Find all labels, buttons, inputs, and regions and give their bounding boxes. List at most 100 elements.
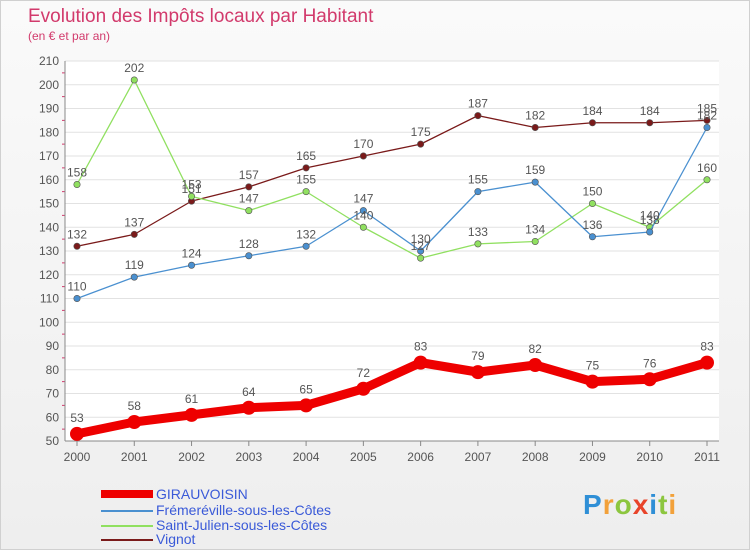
data-label: 151 xyxy=(182,182,202,196)
data-label: 170 xyxy=(353,137,373,151)
x-tick-label: 2007 xyxy=(465,450,492,464)
data-labels: 53 58 61 64 65 72 83 79 82 75 76 83 110 119 124 128 132 1… xyxy=(67,61,717,425)
data-label: 132 xyxy=(296,227,316,241)
x-tick-label: 2006 xyxy=(407,450,434,464)
data-point xyxy=(356,381,371,396)
x-tick-label: 2001 xyxy=(121,450,148,464)
data-label: 128 xyxy=(239,237,259,251)
logo-letter: t xyxy=(658,489,669,520)
data-label: 72 xyxy=(357,366,371,380)
legend-label: Vignot xyxy=(156,531,196,547)
data-point xyxy=(359,207,367,215)
data-point xyxy=(588,233,596,241)
logo-letter: P xyxy=(583,489,603,520)
data-label: 140 xyxy=(640,208,660,222)
data-point xyxy=(642,372,657,387)
logo-letter: r xyxy=(602,489,615,520)
data-label: 184 xyxy=(640,104,660,118)
data-label: 140 xyxy=(353,208,373,222)
data-label: 182 xyxy=(697,109,717,123)
proxiti-logo: Proxiti xyxy=(583,489,677,521)
y-tick-label: 140 xyxy=(39,220,59,234)
data-point xyxy=(703,116,711,124)
data-point xyxy=(245,183,253,191)
data-point xyxy=(302,164,310,172)
data-point xyxy=(417,247,425,255)
data-point xyxy=(417,254,425,262)
x-tick-label: 2003 xyxy=(235,450,262,464)
y-tick-label: 90 xyxy=(46,339,60,353)
y-tick-label: 80 xyxy=(46,363,60,377)
y-tick-label: 200 xyxy=(39,78,59,92)
data-label: 119 xyxy=(125,258,144,272)
legend-label: Frémeréville-sous-les-Côtes xyxy=(156,502,332,518)
data-label: 157 xyxy=(239,168,259,182)
data-label: 137 xyxy=(124,215,144,229)
series-line-GIRAUVOISIN xyxy=(76,358,709,439)
data-point xyxy=(245,207,253,215)
data-label: 184 xyxy=(582,104,602,118)
x-tick-label: 2009 xyxy=(579,450,606,464)
data-label: 153 xyxy=(182,177,202,191)
data-point xyxy=(417,140,425,148)
data-label: 182 xyxy=(525,109,545,123)
data-label: 150 xyxy=(582,185,602,199)
data-label: 147 xyxy=(353,192,373,206)
y-tick-label: 50 xyxy=(46,434,60,448)
data-point xyxy=(528,358,543,372)
data-label: 133 xyxy=(468,225,488,239)
data-label: 130 xyxy=(411,232,431,246)
x-tick-label: 2010 xyxy=(636,450,663,464)
logo-letter: i xyxy=(649,489,659,520)
data-point xyxy=(474,188,482,196)
data-point xyxy=(588,200,596,208)
series-layer xyxy=(70,76,714,441)
x-tick-label: 2000 xyxy=(64,450,91,464)
legend-item-vignot: Vignot xyxy=(101,531,401,548)
data-label: 160 xyxy=(697,161,717,175)
x-tick-label: 2011 xyxy=(694,450,720,464)
series-line-Vignot xyxy=(76,114,708,247)
legend-item-girauvoisin: GIRAUVOISIN xyxy=(101,486,401,503)
y-tick-label: 70 xyxy=(46,387,60,401)
data-point xyxy=(127,415,142,429)
data-point xyxy=(130,273,138,281)
data-point xyxy=(184,407,199,422)
y-tick-label: 210 xyxy=(39,54,59,68)
legend-swatch xyxy=(101,490,153,498)
data-label: 136 xyxy=(582,218,602,232)
data-point xyxy=(302,242,310,250)
data-point xyxy=(359,152,367,160)
y-tick-label: 100 xyxy=(39,315,59,329)
y-tick-label: 60 xyxy=(46,410,60,424)
y-tick-label: 130 xyxy=(39,244,59,258)
data-label: 175 xyxy=(411,125,431,139)
data-label: 64 xyxy=(242,385,256,399)
legend-label: Saint-Julien-sous-les-Côtes xyxy=(156,517,328,533)
data-point xyxy=(646,119,654,127)
data-point xyxy=(245,252,253,260)
data-label: 83 xyxy=(700,340,714,354)
data-point xyxy=(474,112,482,120)
data-point xyxy=(73,294,81,302)
data-point xyxy=(359,223,367,231)
data-label: 158 xyxy=(67,166,87,180)
x-tick-label: 2004 xyxy=(293,450,320,464)
data-label: 76 xyxy=(643,356,657,370)
data-point xyxy=(70,426,84,441)
data-point xyxy=(646,228,654,236)
data-point xyxy=(703,176,711,184)
logo-letter: o xyxy=(614,489,633,520)
legend-item-saint-julien: Saint-Julien-sous-les-Côtes xyxy=(101,517,401,534)
data-label: 147 xyxy=(239,192,259,206)
legend-item-fremereville: Frémeréville-sous-les-Côtes xyxy=(101,502,401,519)
legend-swatch xyxy=(101,539,153,541)
logo-letter: i xyxy=(668,489,678,520)
data-point xyxy=(413,355,428,370)
data-point xyxy=(188,192,196,200)
data-label: 65 xyxy=(299,382,313,396)
y-tick-label: 110 xyxy=(40,292,59,306)
data-point xyxy=(130,76,138,84)
data-point xyxy=(130,230,138,238)
